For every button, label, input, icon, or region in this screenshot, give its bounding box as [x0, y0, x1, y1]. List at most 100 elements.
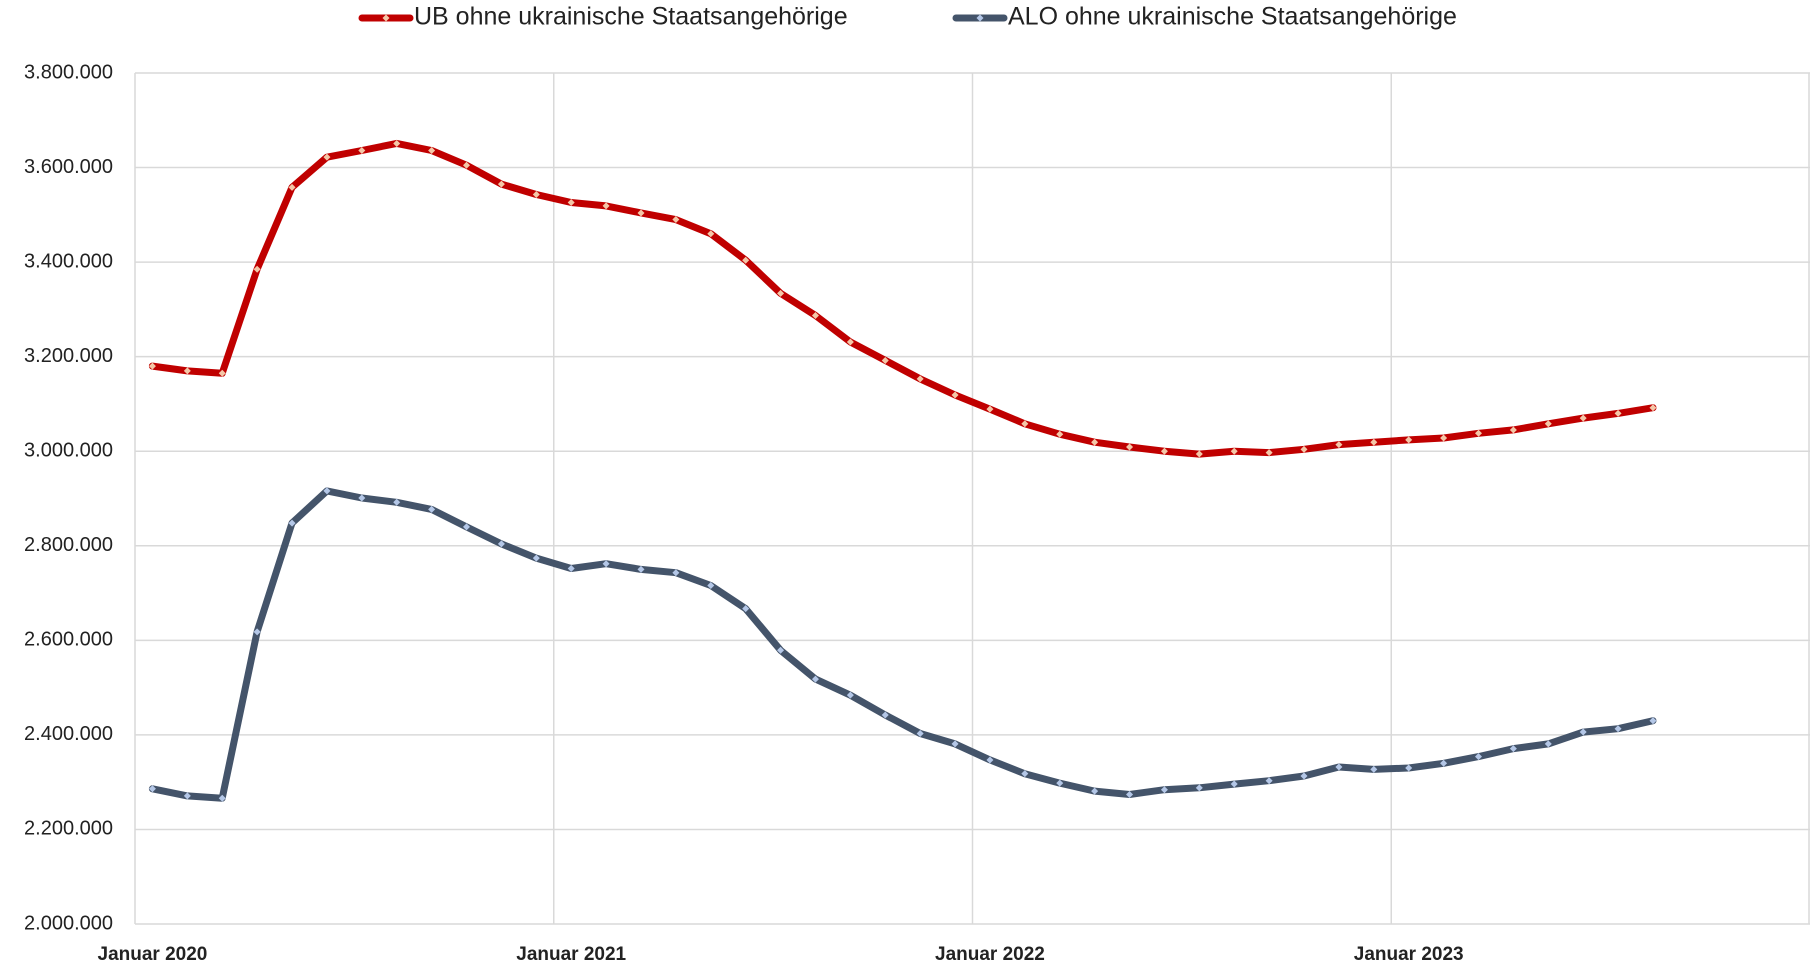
data-point — [148, 362, 156, 370]
data-point — [1195, 450, 1203, 458]
data-point — [777, 646, 785, 654]
data-point — [1265, 449, 1273, 457]
data-point — [1405, 764, 1413, 772]
data-point — [1265, 777, 1273, 785]
data-point — [1091, 438, 1099, 446]
y-tick-label: 3.200.000 — [24, 345, 113, 367]
data-point — [742, 605, 750, 613]
data-point — [532, 191, 540, 199]
data-point — [1509, 426, 1517, 434]
data-point — [218, 794, 226, 802]
data-point — [1370, 765, 1378, 773]
data-point — [1509, 745, 1517, 753]
data-point — [1614, 725, 1622, 733]
data-point — [637, 565, 645, 573]
data-point — [986, 756, 994, 764]
data-point — [1544, 420, 1552, 428]
data-point — [1335, 763, 1343, 771]
data-point — [777, 289, 785, 297]
data-point — [672, 216, 680, 224]
x-tick-label: Januar 2023 — [1354, 944, 1464, 965]
data-point — [602, 202, 610, 210]
data-point — [183, 792, 191, 800]
data-point — [707, 230, 715, 238]
data-point — [358, 147, 366, 155]
data-point — [1021, 770, 1029, 778]
data-point — [1370, 438, 1378, 446]
data-point — [1544, 740, 1552, 748]
data-point — [567, 564, 575, 572]
data-point — [358, 494, 366, 502]
series-line — [148, 139, 1657, 458]
data-point — [916, 729, 924, 737]
data-point — [881, 356, 889, 364]
data-point — [288, 183, 296, 191]
data-point — [916, 375, 924, 383]
legend-marker — [382, 14, 390, 22]
data-point — [672, 569, 680, 577]
data-point — [1649, 717, 1657, 725]
data-point — [742, 256, 750, 264]
legend-label: ALO ohne ukrainische Staatsangehörige — [1008, 3, 1457, 31]
data-point — [1474, 429, 1482, 437]
data-point — [1300, 772, 1308, 780]
data-point — [1021, 420, 1029, 428]
data-point — [393, 498, 401, 506]
data-point — [1300, 445, 1308, 453]
data-point — [1160, 447, 1168, 455]
data-point — [602, 560, 610, 568]
x-tick-label: Januar 2022 — [935, 944, 1045, 965]
x-tick-label: Januar 2020 — [98, 944, 208, 965]
y-tick-label: 2.200.000 — [24, 818, 113, 840]
data-point — [428, 505, 436, 513]
data-point — [1195, 784, 1203, 792]
data-point — [1126, 790, 1134, 798]
data-point — [637, 209, 645, 217]
data-point — [811, 675, 819, 683]
data-point — [1579, 728, 1587, 736]
y-tick-label: 3.600.000 — [24, 156, 113, 178]
data-point — [1649, 404, 1657, 412]
data-point — [183, 367, 191, 375]
data-point — [497, 540, 505, 548]
data-point — [497, 180, 505, 188]
data-point — [393, 139, 401, 147]
data-point — [323, 153, 331, 161]
series-line — [148, 487, 1657, 802]
legend-label: UB ohne ukrainische Staatsangehörige — [414, 3, 848, 31]
data-point — [1126, 443, 1134, 451]
data-point — [148, 785, 156, 793]
data-point — [846, 338, 854, 346]
data-point — [428, 147, 436, 155]
data-point — [532, 554, 540, 562]
data-point — [986, 405, 994, 413]
data-point — [707, 581, 715, 589]
y-tick-label: 2.600.000 — [24, 629, 113, 651]
data-point — [288, 519, 296, 527]
y-tick-label: 2.400.000 — [24, 723, 113, 745]
data-point — [951, 391, 959, 399]
y-tick-label: 2.000.000 — [24, 912, 113, 934]
data-point — [1056, 430, 1064, 438]
data-point — [1230, 447, 1238, 455]
data-point — [567, 199, 575, 207]
data-point — [253, 628, 261, 636]
data-point — [1335, 441, 1343, 449]
data-point — [1160, 786, 1168, 794]
y-tick-label: 3.400.000 — [24, 250, 113, 272]
y-tick-label: 3.000.000 — [24, 440, 113, 462]
data-point — [218, 369, 226, 377]
data-point — [1614, 409, 1622, 417]
y-tick-label: 2.800.000 — [24, 534, 113, 556]
data-point — [951, 740, 959, 748]
data-point — [881, 711, 889, 719]
legend-marker — [976, 14, 984, 22]
y-tick-label: 3.800.000 — [24, 61, 113, 83]
data-point — [1440, 434, 1448, 442]
data-point — [846, 691, 854, 699]
data-point — [1230, 780, 1238, 788]
data-point — [1440, 759, 1448, 767]
data-point — [811, 312, 819, 320]
data-point — [1091, 787, 1099, 795]
